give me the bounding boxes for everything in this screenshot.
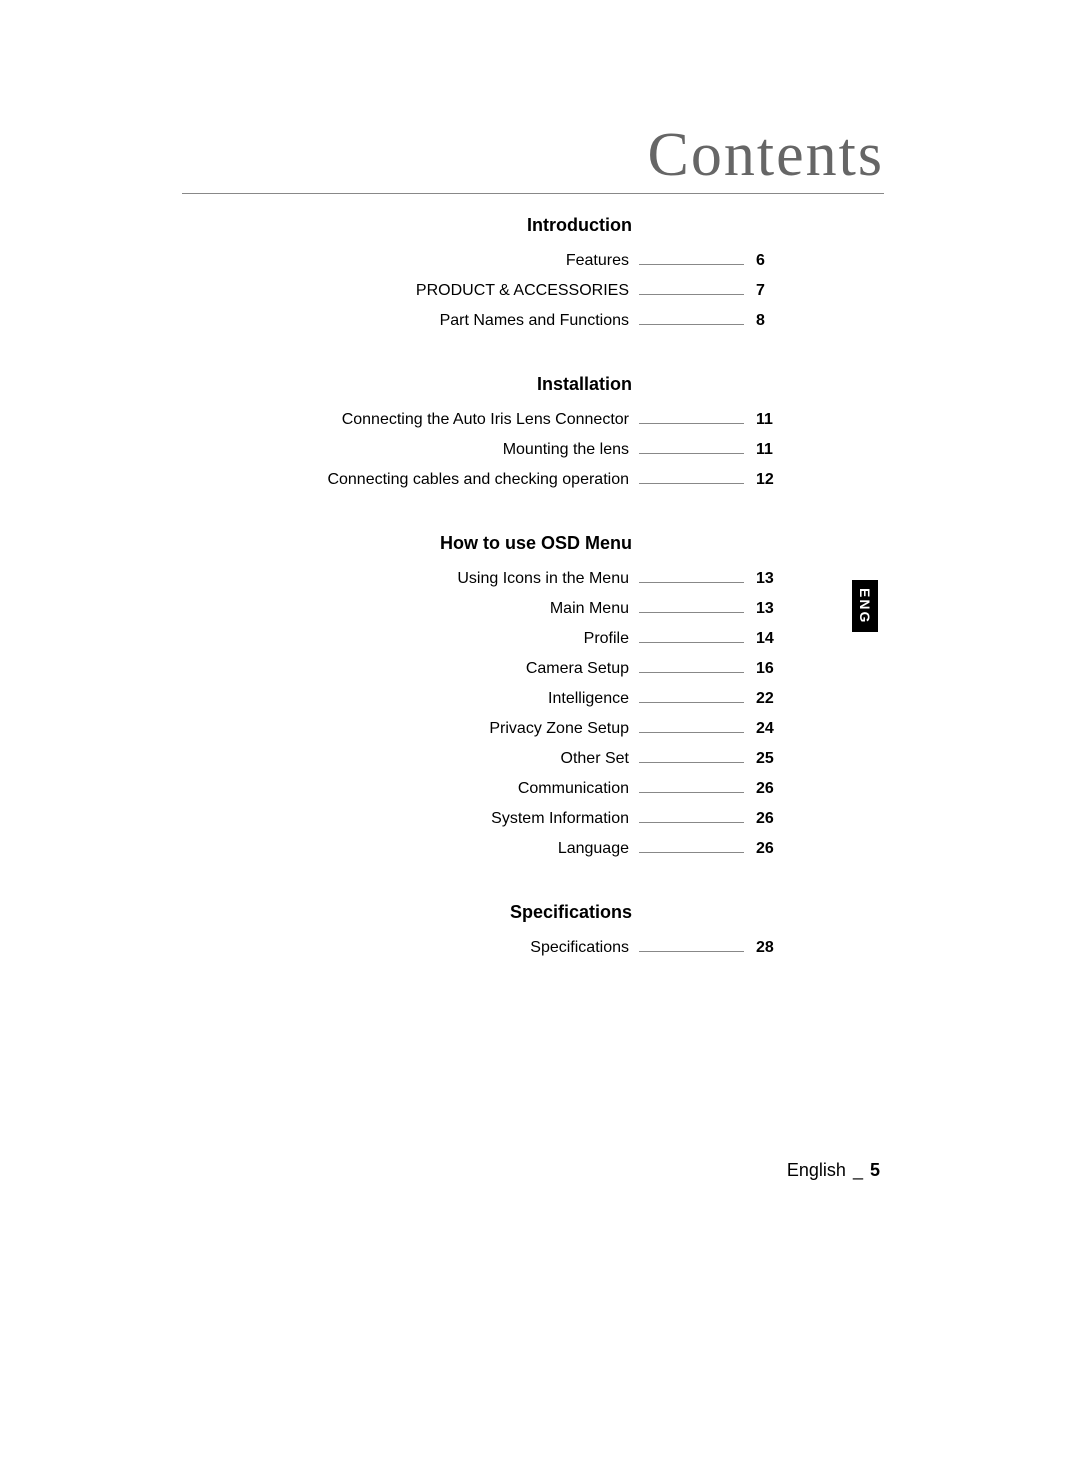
toc-section-introduction: Introduction Features 6 PRODUCT & ACCESS… — [300, 215, 782, 336]
toc-section-osd-menu: How to use OSD Menu Using Icons in the M… — [300, 533, 782, 864]
entry-page: 16 — [756, 660, 780, 678]
entry-page: 28 — [756, 939, 780, 957]
section-heading: How to use OSD Menu — [300, 533, 782, 554]
entry-page: 8 — [756, 312, 780, 330]
entry-label: Main Menu — [300, 600, 635, 618]
toc-entry: Communication 26 — [300, 780, 782, 804]
footer-language: English — [787, 1160, 846, 1180]
entry-page: 26 — [756, 840, 780, 858]
section-heading: Introduction — [300, 215, 782, 236]
leader-line — [639, 693, 744, 703]
leader-line — [639, 633, 744, 643]
toc-entry: Mounting the lens 11 — [300, 441, 782, 465]
entry-page: 24 — [756, 720, 780, 738]
entry-label: Language — [300, 840, 635, 858]
toc-entry: Profile 14 — [300, 630, 782, 654]
toc-entry: Camera Setup 16 — [300, 660, 782, 684]
leader-line — [639, 843, 744, 853]
toc-entry: System Information 26 — [300, 810, 782, 834]
entry-page: 25 — [756, 750, 780, 768]
entry-label: Communication — [300, 780, 635, 798]
page-footer: English _ 5 — [787, 1160, 880, 1181]
leader-line — [639, 783, 744, 793]
toc-content: Introduction Features 6 PRODUCT & ACCESS… — [300, 215, 782, 1001]
leader-line — [639, 255, 744, 265]
entry-page: 13 — [756, 570, 780, 588]
entry-label: Part Names and Functions — [300, 312, 635, 330]
leader-line — [639, 942, 744, 952]
section-heading: Installation — [300, 374, 782, 395]
leader-line — [639, 573, 744, 583]
entry-page: 26 — [756, 810, 780, 828]
entry-label: Using Icons in the Menu — [300, 570, 635, 588]
toc-entry: Main Menu 13 — [300, 600, 782, 624]
title-underline — [182, 193, 884, 194]
entry-label: Mounting the lens — [300, 441, 635, 459]
leader-line — [639, 723, 744, 733]
toc-entry: Other Set 25 — [300, 750, 782, 774]
toc-section-installation: Installation Connecting the Auto Iris Le… — [300, 374, 782, 495]
leader-line — [639, 315, 744, 325]
toc-entry: Connecting cables and checking operation… — [300, 471, 782, 495]
entry-page: 22 — [756, 690, 780, 708]
entry-label: Connecting cables and checking operation — [300, 471, 635, 489]
leader-line — [639, 285, 744, 295]
leader-line — [639, 444, 744, 454]
entry-page: 11 — [756, 411, 780, 429]
leader-line — [639, 663, 744, 673]
entry-page: 26 — [756, 780, 780, 798]
entry-label: Privacy Zone Setup — [300, 720, 635, 738]
toc-entry: Using Icons in the Menu 13 — [300, 570, 782, 594]
toc-entry: PRODUCT & ACCESSORIES 7 — [300, 282, 782, 306]
toc-entry: Part Names and Functions 8 — [300, 312, 782, 336]
entry-label: Features — [300, 252, 635, 270]
entry-page: 14 — [756, 630, 780, 648]
leader-line — [639, 813, 744, 823]
toc-section-specifications: Specifications Specifications 28 — [300, 902, 782, 963]
toc-entry: Intelligence 22 — [300, 690, 782, 714]
entry-label: Camera Setup — [300, 660, 635, 678]
entry-label: Specifications — [300, 939, 635, 957]
entry-page: 11 — [756, 441, 780, 459]
toc-entry: Connecting the Auto Iris Lens Connector … — [300, 411, 782, 435]
entry-page: 13 — [756, 600, 780, 618]
leader-line — [639, 474, 744, 484]
footer-page-number: 5 — [870, 1160, 880, 1180]
toc-entry: Specifications 28 — [300, 939, 782, 963]
entry-label: Intelligence — [300, 690, 635, 708]
leader-line — [639, 414, 744, 424]
entry-label: Connecting the Auto Iris Lens Connector — [300, 411, 635, 429]
toc-entry: Language 26 — [300, 840, 782, 864]
entry-label: Profile — [300, 630, 635, 648]
entry-label: System Information — [300, 810, 635, 828]
entry-page: 6 — [756, 252, 780, 270]
section-heading: Specifications — [300, 902, 782, 923]
page-title: Contents — [648, 120, 884, 191]
entry-label: PRODUCT & ACCESSORIES — [300, 282, 635, 300]
leader-line — [639, 753, 744, 763]
leader-line — [639, 603, 744, 613]
footer-separator: _ — [853, 1160, 863, 1180]
entry-label: Other Set — [300, 750, 635, 768]
toc-entry: Features 6 — [300, 252, 782, 276]
entry-page: 12 — [756, 471, 780, 489]
language-tab: ENG — [852, 580, 878, 632]
toc-entry: Privacy Zone Setup 24 — [300, 720, 782, 744]
entry-page: 7 — [756, 282, 780, 300]
